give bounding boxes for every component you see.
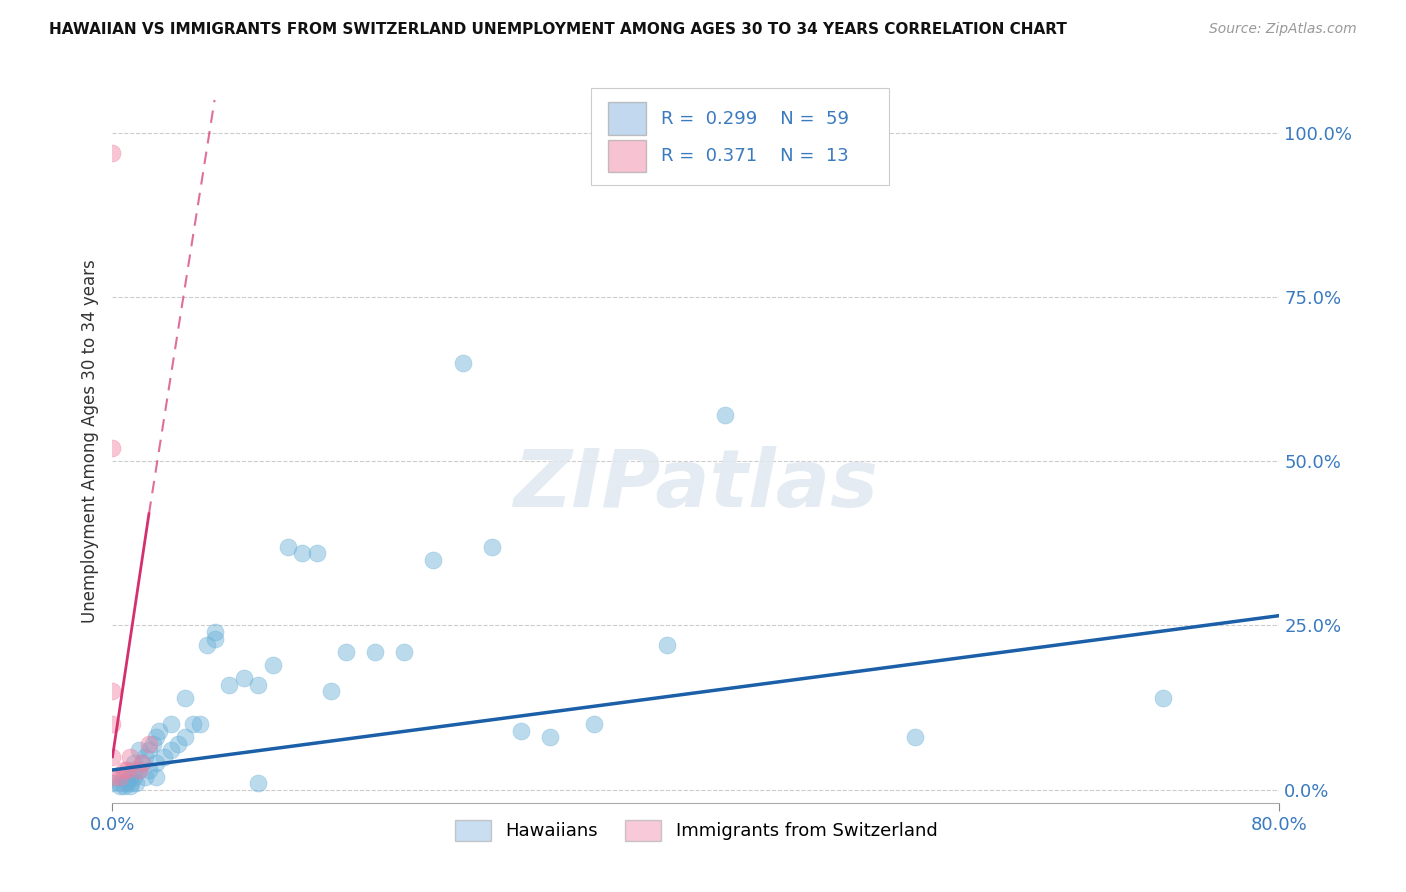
Point [138, 737, 160, 751]
Point [167, 737, 190, 751]
Point [124, 770, 146, 784]
Point [108, 770, 131, 784]
Point [108, 780, 131, 794]
Point [181, 717, 204, 731]
Point [134, 749, 156, 764]
Point [118, 770, 141, 784]
Point [174, 730, 197, 744]
Point [115, 763, 138, 777]
Point [115, 776, 138, 790]
Point [904, 730, 927, 744]
Point [142, 737, 165, 751]
Point [335, 645, 357, 659]
Text: ZIPatlas: ZIPatlas [513, 446, 879, 524]
Point [160, 743, 183, 757]
Point [538, 730, 561, 744]
Point [111, 770, 134, 784]
Point [160, 717, 183, 731]
Bar [609, 103, 645, 135]
Text: R =  0.371    N =  13: R = 0.371 N = 13 [661, 147, 849, 165]
Point [145, 770, 167, 784]
Point [148, 723, 170, 738]
Point [481, 540, 503, 554]
Point [195, 638, 218, 652]
Point [655, 638, 678, 652]
Point [101, 770, 124, 784]
Point [247, 776, 270, 790]
Point [394, 645, 416, 659]
Point [101, 749, 124, 764]
Point [138, 763, 160, 777]
Point [422, 553, 444, 567]
Point [1152, 690, 1174, 705]
Point [128, 763, 150, 777]
Point [101, 684, 124, 698]
Point [247, 677, 270, 691]
Point [131, 756, 153, 771]
Point [276, 540, 298, 554]
Point [364, 645, 387, 659]
Point [218, 677, 240, 691]
Point [321, 684, 343, 698]
Point [118, 780, 141, 794]
Point [451, 356, 474, 370]
Point [115, 772, 138, 787]
Point [204, 625, 226, 640]
Point [122, 763, 145, 777]
Point [134, 770, 156, 784]
Legend: Hawaiians, Immigrants from Switzerland: Hawaiians, Immigrants from Switzerland [447, 813, 945, 848]
Point [101, 441, 124, 455]
FancyBboxPatch shape [591, 87, 889, 185]
Text: Source: ZipAtlas.com: Source: ZipAtlas.com [1209, 22, 1357, 37]
Point [124, 756, 146, 771]
Point [188, 717, 211, 731]
Point [582, 717, 605, 731]
Point [305, 546, 328, 560]
Point [128, 763, 150, 777]
Point [112, 763, 135, 777]
Bar [609, 140, 645, 172]
Point [125, 776, 148, 790]
Point [101, 145, 124, 160]
Point [145, 756, 167, 771]
Point [128, 743, 150, 757]
Point [145, 730, 167, 744]
Point [509, 723, 531, 738]
Point [138, 743, 160, 757]
Point [120, 776, 142, 790]
Point [118, 749, 141, 764]
Point [204, 632, 226, 646]
Point [262, 657, 284, 672]
Point [174, 690, 197, 705]
Point [101, 717, 124, 731]
Point [101, 776, 124, 790]
Point [131, 756, 153, 771]
Text: R =  0.299    N =  59: R = 0.299 N = 59 [661, 110, 849, 128]
Point [714, 409, 737, 423]
Y-axis label: Unemployment Among Ages 30 to 34 years: Unemployment Among Ages 30 to 34 years [80, 260, 98, 624]
Text: HAWAIIAN VS IMMIGRANTS FROM SWITZERLAND UNEMPLOYMENT AMONG AGES 30 TO 34 YEARS C: HAWAIIAN VS IMMIGRANTS FROM SWITZERLAND … [49, 22, 1067, 37]
Point [108, 776, 131, 790]
Point [112, 780, 135, 794]
Point [152, 749, 174, 764]
Point [232, 671, 254, 685]
Point [291, 546, 314, 560]
